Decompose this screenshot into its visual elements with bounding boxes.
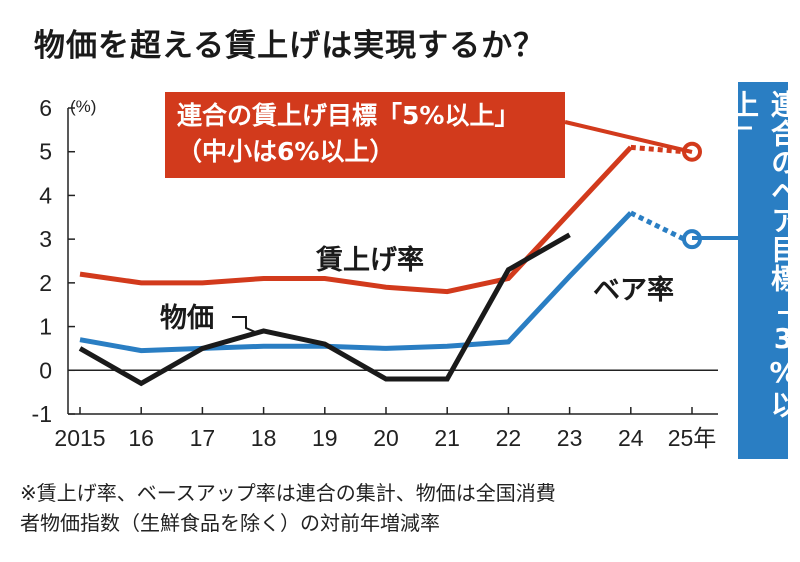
y-tick-label: 3 bbox=[39, 226, 52, 252]
series-label-wage: 賃上げ率 bbox=[316, 245, 424, 276]
base-up-target-callout: 連合のベア目標「3%以上」 bbox=[727, 82, 800, 459]
x-tick-label: 21 bbox=[434, 425, 460, 451]
series-target-dash-1 bbox=[629, 210, 686, 242]
series-label-base-up: ベア率 bbox=[593, 275, 674, 306]
series-line-0 bbox=[79, 145, 633, 295]
y-tick-label: 2 bbox=[39, 270, 52, 296]
x-tick-label: 22 bbox=[496, 425, 522, 451]
series-label-price: 物価 bbox=[160, 303, 214, 334]
wage-target-line1: 連合の賃上げ目標「5%以上」 bbox=[177, 101, 520, 130]
x-tick-label: 19 bbox=[312, 425, 338, 451]
y-tick-label: -1 bbox=[32, 401, 52, 427]
chart-series bbox=[78, 141, 702, 387]
series-line-1 bbox=[79, 211, 633, 354]
chart-overlay bbox=[232, 120, 738, 333]
x-tick-label: 23 bbox=[557, 425, 583, 451]
y-tick-label: 4 bbox=[39, 182, 52, 208]
y-tick-label: 1 bbox=[39, 314, 52, 340]
x-tick-label: 18 bbox=[251, 425, 277, 451]
x-tick-label: 16 bbox=[128, 425, 154, 451]
wage-target-callout: 連合の賃上げ目標「5%以上」 （中小は6%以上） bbox=[165, 92, 565, 178]
series-line-2 bbox=[78, 232, 571, 387]
y-tick-label: 0 bbox=[39, 357, 52, 383]
wage-target-line2: （中小は6%以上） bbox=[177, 137, 395, 166]
x-tick-label: 2015 bbox=[54, 425, 105, 451]
y-tick-label: 5 bbox=[39, 139, 52, 165]
y-unit-label: (%) bbox=[70, 97, 96, 116]
x-tick-label: 24 bbox=[618, 425, 644, 451]
x-tick-label: 25年 bbox=[668, 425, 717, 451]
footnote-line1: ※賃上げ率、ベースアップ率は連合の集計、物価は全国消費 bbox=[20, 481, 556, 505]
price-label-leader bbox=[232, 316, 256, 333]
footnote: ※賃上げ率、ベースアップ率は連合の集計、物価は全国消費 者物価指数（生鮮食品を除… bbox=[20, 478, 556, 538]
y-tick-label: 6 bbox=[39, 95, 52, 121]
x-tick-label: 20 bbox=[373, 425, 399, 451]
footnote-line2: 者物価指数（生鮮食品を除く）の対前年増減率 bbox=[20, 511, 440, 535]
x-tick-label: 17 bbox=[190, 425, 216, 451]
wage-target-leader bbox=[564, 120, 693, 154]
chart-title: 物価を超える賃上げは実現するか？ bbox=[34, 28, 546, 64]
